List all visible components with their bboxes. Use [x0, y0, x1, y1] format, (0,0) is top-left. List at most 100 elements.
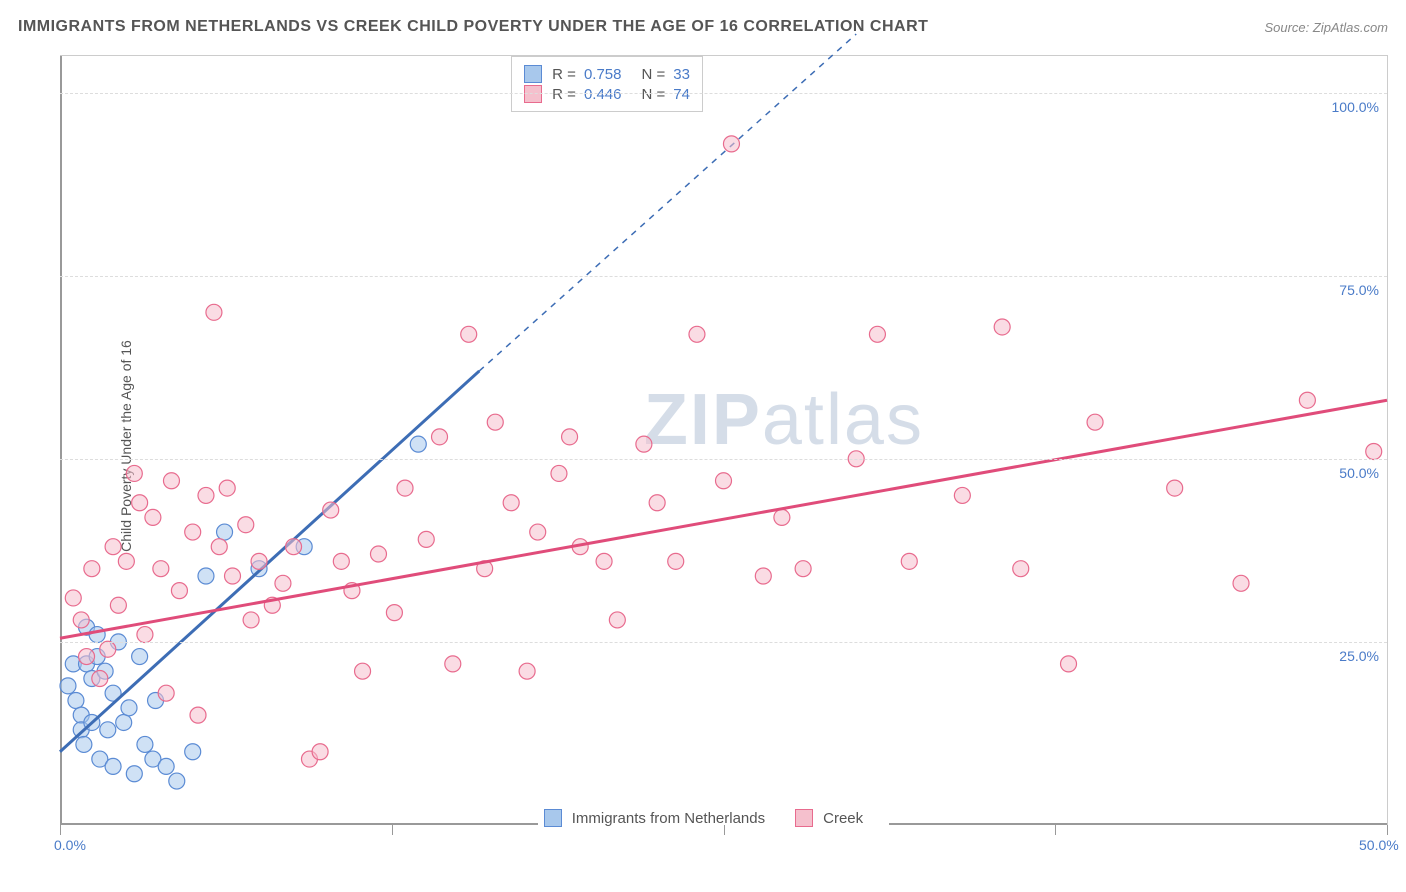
n-value: 33: [673, 66, 690, 83]
data-point-creek: [65, 590, 81, 606]
legend-swatch: [544, 809, 562, 827]
data-point-creek: [609, 612, 625, 628]
data-point-creek: [397, 480, 413, 496]
data-point-creek: [1013, 561, 1029, 577]
data-point-creek: [92, 671, 108, 687]
n-label: N =: [641, 66, 665, 83]
data-point-creek: [312, 744, 328, 760]
plot-area: ZIPatlas R = 0.758N = 33R = 0.446N = 74 …: [60, 55, 1388, 825]
source-label: Source: ZipAtlas.com: [1264, 20, 1388, 35]
data-point-netherlands: [126, 766, 142, 782]
data-point-creek: [723, 136, 739, 152]
correlation-legend: R = 0.758 N = 33 R = 0.446 N = 74: [511, 56, 703, 112]
data-point-creek: [100, 641, 116, 657]
y-tick-label: 75.0%: [1339, 282, 1379, 298]
data-point-creek: [110, 597, 126, 613]
data-point-creek: [185, 524, 201, 540]
legend-swatch: [795, 809, 813, 827]
data-point-netherlands: [105, 758, 121, 774]
data-point-creek: [105, 539, 121, 555]
data-point-creek: [84, 561, 100, 577]
n-label: N =: [641, 86, 665, 103]
y-tick-label: 25.0%: [1339, 648, 1379, 664]
data-point-netherlands: [217, 524, 233, 540]
data-point-creek: [190, 707, 206, 723]
x-tick: [1055, 825, 1056, 835]
data-point-creek: [487, 414, 503, 430]
legend-row: R = 0.758 N = 33: [524, 65, 690, 83]
r-label: R =: [552, 86, 576, 103]
data-point-creek: [445, 656, 461, 672]
data-point-creek: [954, 487, 970, 503]
data-point-creek: [158, 685, 174, 701]
data-point-creek: [251, 553, 267, 569]
x-tick-label: 50.0%: [1359, 837, 1399, 853]
n-value: 74: [673, 86, 690, 103]
data-point-creek: [418, 531, 434, 547]
data-point-netherlands: [116, 714, 132, 730]
y-tick-label: 50.0%: [1339, 465, 1379, 481]
data-point-creek: [73, 612, 89, 628]
legend-swatch: [524, 65, 542, 83]
data-point-creek: [333, 553, 349, 569]
x-tick: [724, 825, 725, 835]
data-point-netherlands: [132, 649, 148, 665]
x-tick-label: 0.0%: [54, 837, 86, 853]
data-point-creek: [243, 612, 259, 628]
data-point-creek: [219, 480, 235, 496]
r-label: R =: [552, 66, 576, 83]
data-point-netherlands: [198, 568, 214, 584]
data-point-creek: [211, 539, 227, 555]
data-point-creek: [716, 473, 732, 489]
data-point-creek: [1087, 414, 1103, 430]
data-point-creek: [225, 568, 241, 584]
data-point-creek: [171, 583, 187, 599]
data-point-creek: [275, 575, 291, 591]
data-point-creek: [689, 326, 705, 342]
data-point-creek: [774, 509, 790, 525]
data-point-netherlands: [185, 744, 201, 760]
data-point-creek: [530, 524, 546, 540]
legend-row: R = 0.446 N = 74: [524, 85, 690, 103]
grid-line: [60, 93, 1387, 94]
legend-label: Immigrants from Netherlands: [572, 810, 765, 827]
data-point-creek: [126, 465, 142, 481]
data-point-creek: [163, 473, 179, 489]
legend-swatch: [524, 85, 542, 103]
y-tick-label: 100.0%: [1332, 99, 1379, 115]
data-point-creek: [755, 568, 771, 584]
data-point-creek: [649, 495, 665, 511]
data-point-netherlands: [410, 436, 426, 452]
plot-svg: [60, 56, 1387, 825]
data-point-creek: [153, 561, 169, 577]
data-point-creek: [901, 553, 917, 569]
title-bar: IMMIGRANTS FROM NETHERLANDS VS CREEK CHI…: [18, 18, 1388, 36]
data-point-creek: [994, 319, 1010, 335]
grid-line: [60, 459, 1387, 460]
legend-label: Creek: [823, 810, 863, 827]
data-point-creek: [668, 553, 684, 569]
data-point-netherlands: [60, 678, 76, 694]
data-point-creek: [1167, 480, 1183, 496]
x-tick: [60, 825, 61, 835]
data-point-creek: [286, 539, 302, 555]
data-point-creek: [370, 546, 386, 562]
data-point-creek: [206, 304, 222, 320]
data-point-creek: [432, 429, 448, 445]
data-point-netherlands: [169, 773, 185, 789]
data-point-creek: [562, 429, 578, 445]
r-value: 0.446: [584, 86, 622, 103]
data-point-creek: [1366, 443, 1382, 459]
data-point-creek: [386, 605, 402, 621]
data-point-creek: [1061, 656, 1077, 672]
data-point-netherlands: [137, 736, 153, 752]
x-tick: [392, 825, 393, 835]
data-point-netherlands: [100, 722, 116, 738]
data-point-creek: [323, 502, 339, 518]
data-point-netherlands: [89, 627, 105, 643]
data-point-creek: [503, 495, 519, 511]
data-point-creek: [551, 465, 567, 481]
r-value: 0.758: [584, 66, 622, 83]
data-point-creek: [118, 553, 134, 569]
grid-line: [60, 276, 1387, 277]
